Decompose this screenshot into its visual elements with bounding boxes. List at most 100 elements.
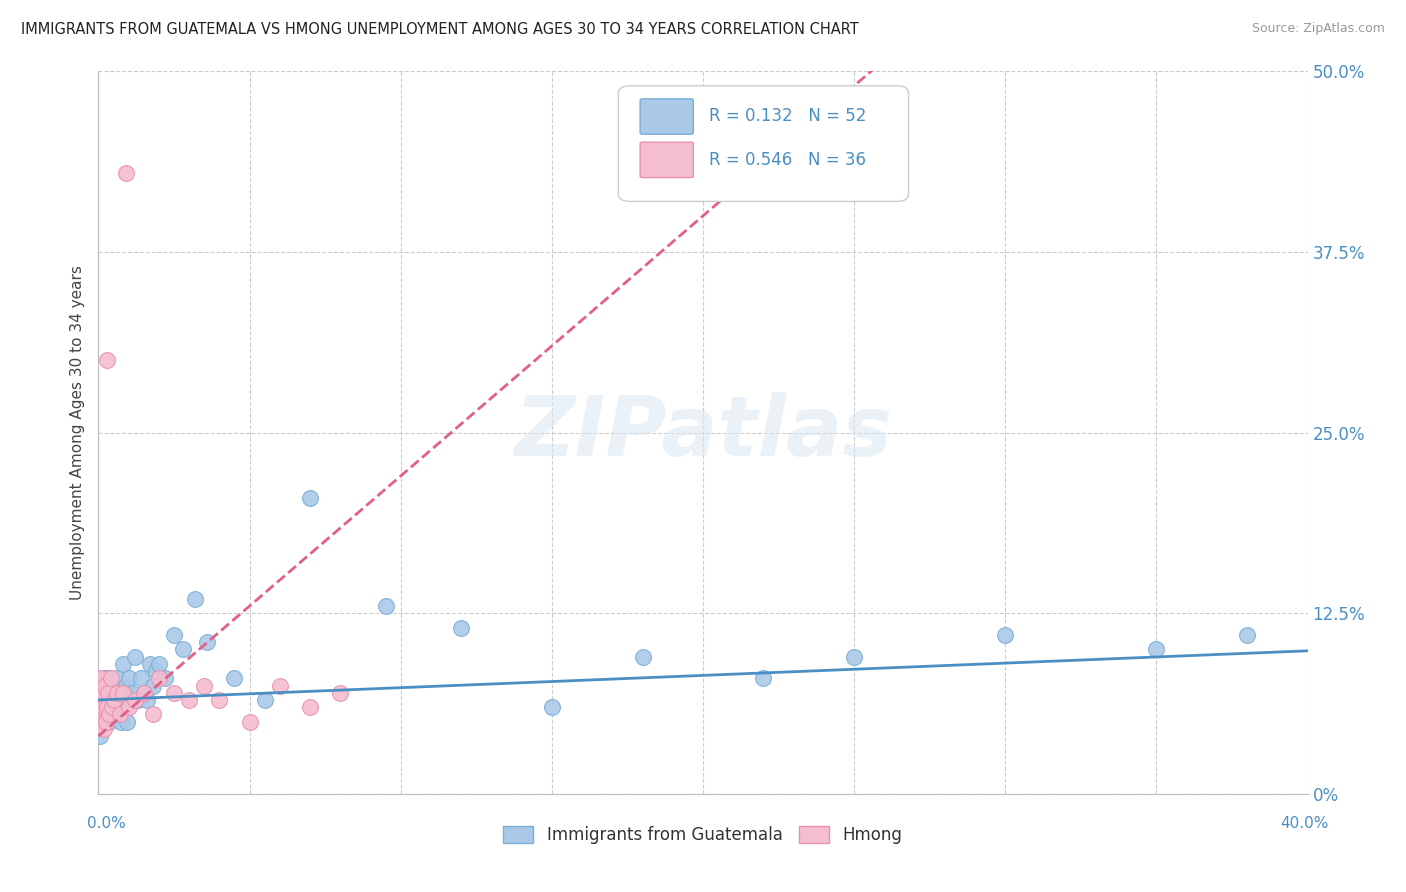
Point [450, 621, 472, 635]
Point [91, 693, 114, 707]
Point [89, 729, 111, 743]
Point [269, 678, 291, 692]
Point [111, 686, 134, 700]
Point [132, 686, 155, 700]
Point [195, 635, 218, 649]
Point [91, 714, 114, 729]
Point [89, 686, 111, 700]
Point [93, 700, 115, 714]
Point [96, 700, 118, 714]
Point [1236, 628, 1258, 642]
Point [90, 714, 112, 729]
Point [114, 678, 136, 692]
Point [135, 693, 157, 707]
Point [118, 671, 141, 685]
Point [299, 700, 322, 714]
Point [631, 649, 654, 664]
Point [97, 686, 120, 700]
FancyBboxPatch shape [640, 142, 693, 178]
Point [103, 693, 125, 707]
Legend: Immigrants from Guatemala, Hmong: Immigrants from Guatemala, Hmong [496, 819, 910, 851]
Point [148, 671, 170, 685]
Point [111, 657, 134, 671]
Text: 40.0%: 40.0% [1281, 816, 1329, 830]
Point [105, 671, 128, 685]
Point [145, 664, 167, 678]
Point [108, 686, 131, 700]
Point [107, 693, 129, 707]
Point [239, 714, 262, 729]
Point [91, 686, 114, 700]
Point [93, 700, 115, 714]
Point [112, 700, 135, 714]
Text: R = 0.546   N = 36: R = 0.546 N = 36 [709, 151, 866, 169]
Point [96, 693, 118, 707]
Point [139, 657, 162, 671]
Point [142, 678, 165, 692]
Point [994, 628, 1017, 642]
Point [179, 693, 201, 707]
Point [91, 707, 114, 722]
Point [98, 714, 121, 729]
Point [844, 649, 866, 664]
Point [329, 686, 352, 700]
Point [98, 707, 121, 722]
Point [94, 714, 117, 729]
Point [96, 353, 118, 368]
Point [94, 714, 117, 729]
Point [124, 693, 146, 707]
Point [103, 707, 125, 722]
FancyBboxPatch shape [619, 86, 908, 202]
Point [184, 591, 207, 606]
Point [193, 678, 215, 692]
Point [208, 693, 231, 707]
Point [142, 707, 165, 722]
Point [224, 671, 246, 685]
Point [540, 700, 562, 714]
FancyBboxPatch shape [640, 99, 693, 134]
Text: 0.0%: 0.0% [87, 816, 127, 830]
Point [100, 700, 122, 714]
Point [94, 686, 117, 700]
Point [374, 599, 396, 613]
Point [91, 686, 114, 700]
Point [148, 657, 170, 671]
Point [104, 700, 127, 714]
Point [115, 714, 138, 729]
Point [132, 686, 155, 700]
Point [110, 714, 132, 729]
Point [1146, 642, 1168, 657]
Point [121, 686, 143, 700]
Point [90, 707, 112, 722]
Text: ZIPatlas: ZIPatlas [515, 392, 891, 473]
Point [153, 671, 176, 685]
Point [100, 671, 122, 685]
Point [253, 693, 276, 707]
Text: Source: ZipAtlas.com: Source: ZipAtlas.com [1251, 22, 1385, 36]
Point [89, 700, 111, 714]
Point [129, 671, 152, 685]
Point [172, 642, 194, 657]
Point [101, 686, 124, 700]
Point [90, 671, 112, 685]
Point [108, 707, 131, 722]
Point [93, 671, 115, 685]
Point [90, 700, 112, 714]
Y-axis label: Unemployment Among Ages 30 to 34 years: Unemployment Among Ages 30 to 34 years [69, 265, 84, 600]
Point [299, 491, 322, 505]
Text: IMMIGRANTS FROM GUATEMALA VS HMONG UNEMPLOYMENT AMONG AGES 30 TO 34 YEARS CORREL: IMMIGRANTS FROM GUATEMALA VS HMONG UNEMP… [21, 22, 859, 37]
Point [105, 686, 128, 700]
Point [118, 700, 141, 714]
Point [87, 714, 110, 729]
Point [752, 671, 775, 685]
Point [94, 678, 117, 692]
Point [127, 693, 149, 707]
Point [163, 628, 186, 642]
Point [101, 700, 124, 714]
Point [96, 671, 118, 685]
Text: R = 0.132   N = 52: R = 0.132 N = 52 [709, 107, 866, 125]
Point [163, 686, 186, 700]
Point [93, 722, 115, 736]
Point [114, 165, 136, 179]
Point [124, 649, 146, 664]
